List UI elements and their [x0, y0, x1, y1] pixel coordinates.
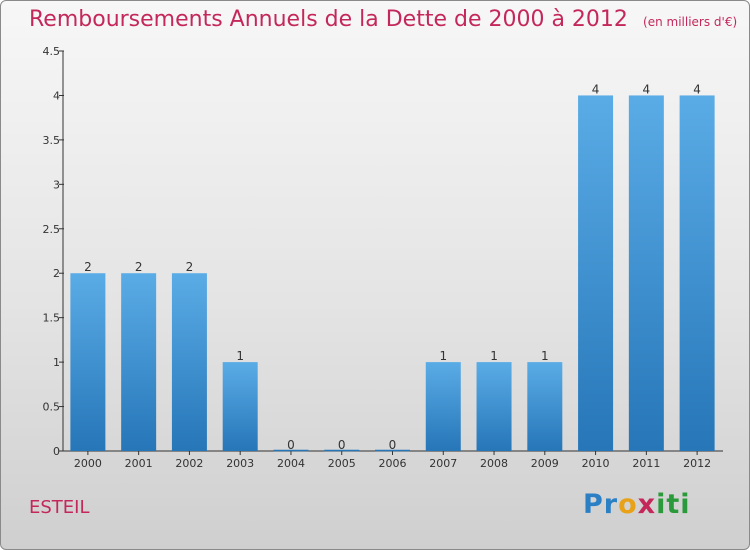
chart-title-row: Remboursements Annuels de la Dette de 20…	[29, 7, 737, 32]
bar-2000	[70, 273, 106, 451]
x-tick-label-2007: 2007	[429, 457, 457, 470]
data-label-2011: 4	[643, 82, 651, 96]
y-tick-label: 2.5	[43, 223, 61, 236]
y-tick-label: 4.5	[43, 45, 61, 58]
y-tick-label: 0	[53, 445, 60, 458]
bar-2003	[222, 362, 258, 451]
x-tick-label-2012: 2012	[683, 457, 711, 470]
y-tick-label: 2	[53, 267, 60, 280]
y-tick-label: 1.5	[43, 312, 61, 325]
data-label-2006: 0	[389, 438, 397, 452]
y-tick-label: 0.5	[43, 401, 61, 414]
x-tick-label-2004: 2004	[277, 457, 305, 470]
y-tick-label: 4	[53, 89, 60, 102]
bar-2002	[171, 273, 207, 451]
bar-2007	[425, 362, 461, 451]
bar-2011	[628, 95, 664, 451]
x-tick-label-2011: 2011	[632, 457, 660, 470]
x-tick-label-2003: 2003	[226, 457, 254, 470]
data-label-2008: 1	[490, 349, 498, 363]
data-label-2001: 2	[135, 260, 143, 274]
data-label-2005: 0	[338, 438, 346, 452]
x-tick-label-2002: 2002	[175, 457, 203, 470]
data-label-2004: 0	[287, 438, 295, 452]
y-tick-label: 3	[53, 178, 60, 191]
chart-subtitle: (en milliers d'€)	[643, 15, 738, 29]
data-label-2007: 1	[439, 349, 447, 363]
bar-2010	[578, 95, 614, 451]
proxiti-logo: Proxiti	[583, 489, 691, 520]
chart-title: Remboursements Annuels de la Dette de 20…	[29, 7, 628, 32]
x-tick-label-2000: 2000	[74, 457, 102, 470]
bar-2012	[679, 95, 715, 451]
commune-name: ESTEIL	[29, 497, 90, 518]
x-tick-label-2001: 2001	[125, 457, 153, 470]
y-tick-label: 1	[53, 356, 60, 369]
data-label-2002: 2	[186, 260, 194, 274]
x-tick-label-2008: 2008	[480, 457, 508, 470]
x-tick-label-2010: 2010	[582, 457, 610, 470]
data-label-2003: 1	[236, 349, 244, 363]
data-label-2012: 4	[693, 82, 701, 96]
data-label-2009: 1	[541, 349, 549, 363]
x-tick-label-2009: 2009	[531, 457, 559, 470]
y-tick-label: 3.5	[43, 134, 61, 147]
bar-2008	[476, 362, 512, 451]
x-tick-label-2005: 2005	[328, 457, 356, 470]
bar-2009	[527, 362, 563, 451]
bar-2001	[121, 273, 157, 451]
x-tick-label-2006: 2006	[379, 457, 407, 470]
data-label-2010: 4	[592, 82, 600, 96]
data-label-2000: 2	[84, 260, 92, 274]
